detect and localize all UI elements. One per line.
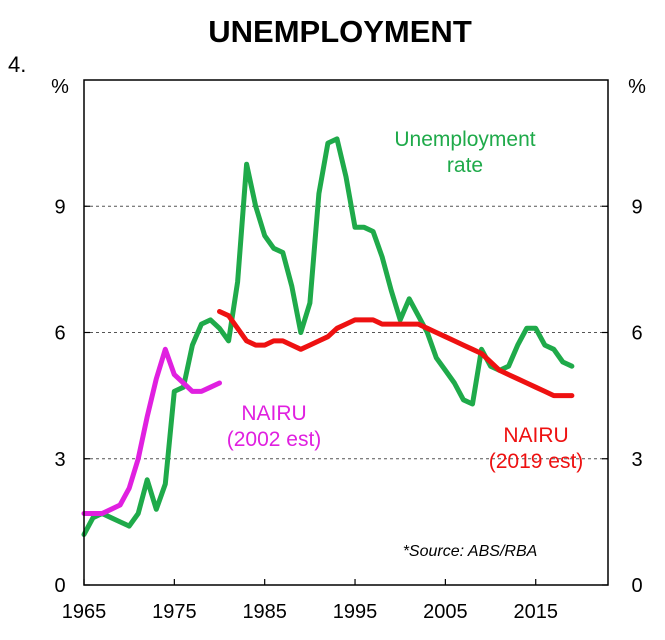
y-tick-label-left: 3: [54, 449, 65, 471]
x-tick-label: 1985: [242, 601, 287, 623]
series-label-line: (2002 est): [227, 428, 322, 451]
series-label-line: Unemployment: [394, 128, 535, 151]
series-line-unemployment-rate: [81, 136, 575, 537]
y-axis-unit-left: %: [51, 76, 69, 98]
x-tick-label: 2015: [513, 601, 558, 623]
y-axis-unit-right: %: [628, 76, 646, 98]
y-tick-label-left: 6: [54, 323, 65, 345]
y-tick-label-right: 3: [631, 449, 642, 471]
axis-ticks: 0 0 3 3 6 6 9 9 1965 1975 1985 1995 2005 2015: [54, 196, 642, 623]
y-tick-label-right: 9: [631, 196, 642, 218]
y-tick-label-right: 0: [631, 575, 642, 597]
series-label-line: (2019 est): [489, 450, 584, 473]
source-note: *Source: ABS/RBA: [403, 543, 538, 560]
series-lines: [81, 136, 575, 537]
x-tick-label: 1995: [333, 601, 378, 623]
y-tick-label-left: 0: [54, 575, 65, 597]
x-tick-label: 1975: [152, 601, 197, 623]
figure-number: 4.: [8, 52, 26, 77]
x-tick-label: 2005: [423, 601, 468, 623]
series-label-unemployment-rate: Unemployment rate: [394, 128, 535, 177]
chart-title: UNEMPLOYMENT: [208, 14, 472, 49]
gridlines: [84, 205, 608, 460]
series-label-nairu-2019: NAIRU (2019 est): [489, 424, 584, 473]
series-label-nairu-2002: NAIRU (2002 est): [227, 402, 322, 451]
series-label-line: rate: [447, 154, 483, 177]
series-line-nairu-2002: [81, 346, 222, 516]
y-tick-label-left: 9: [54, 196, 65, 218]
series-label-line: NAIRU: [503, 424, 568, 447]
series-label-line: NAIRU: [241, 402, 306, 425]
y-tick-label-right: 6: [631, 323, 642, 345]
x-tick-label: 1965: [62, 601, 107, 623]
series-line-nairu-2019: [217, 309, 575, 399]
